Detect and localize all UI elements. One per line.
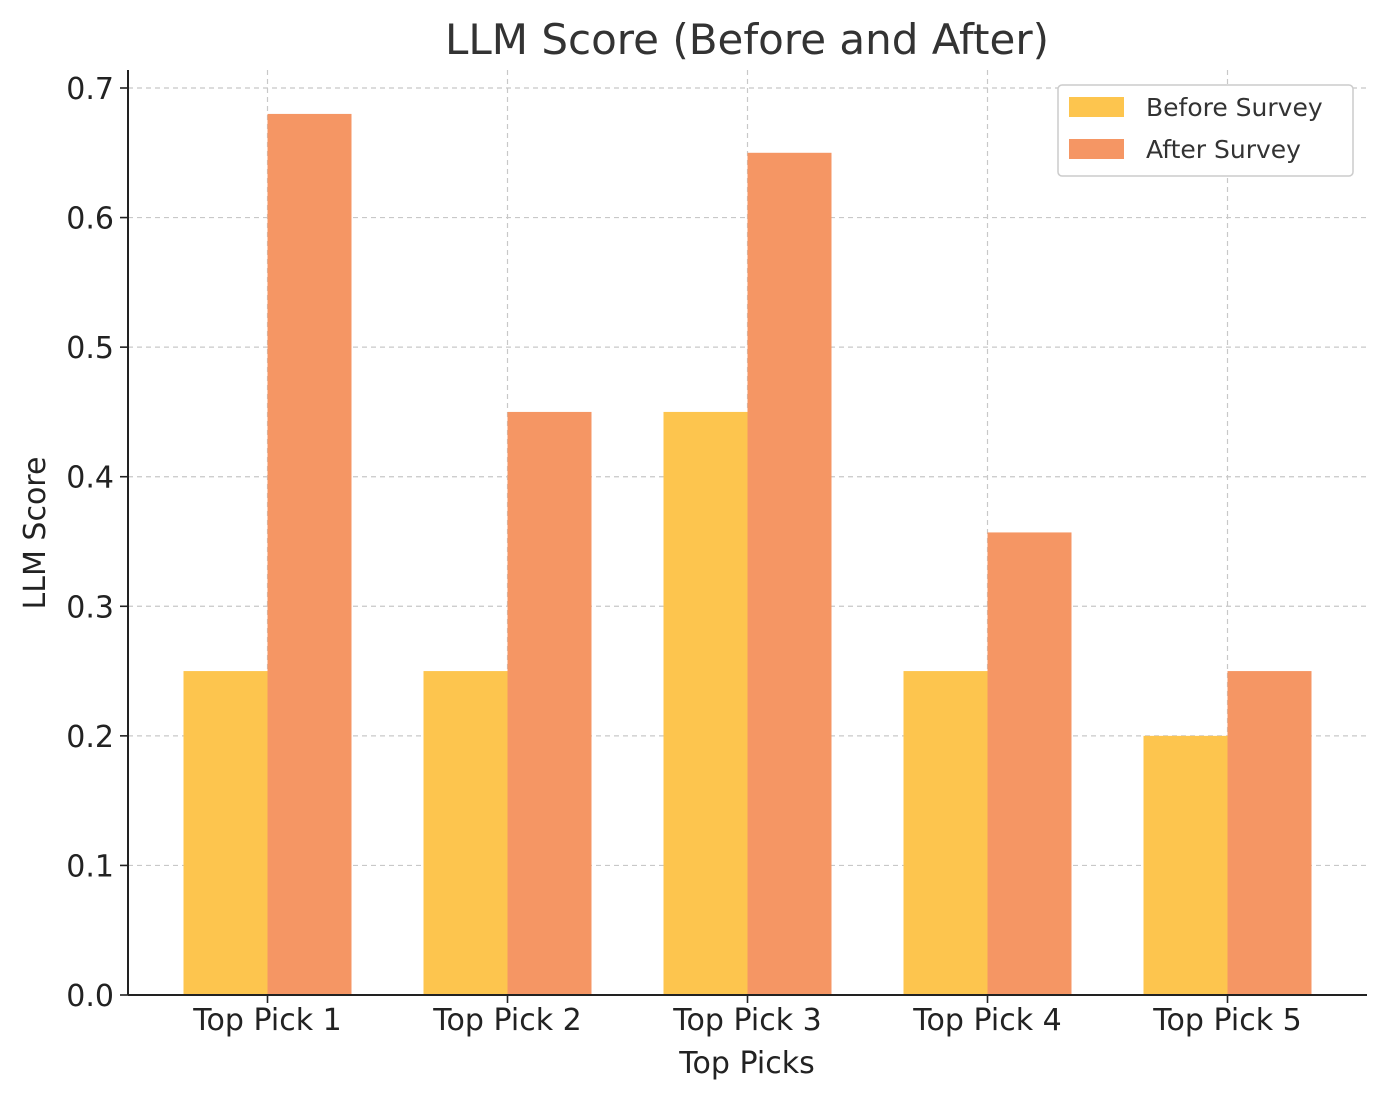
x-tick-label: Top Pick 3 bbox=[672, 1003, 821, 1038]
chart-title: LLM Score (Before and After) bbox=[445, 15, 1049, 64]
x-tick-label: Top Pick 1 bbox=[192, 1003, 341, 1038]
y-tick-label: 0.7 bbox=[66, 72, 114, 107]
legend-box bbox=[1057, 84, 1354, 177]
legend: Before Survey After Survey bbox=[1057, 84, 1354, 177]
bar-before-survey-5 bbox=[1143, 735, 1228, 995]
y-tick-label: 0.6 bbox=[66, 202, 114, 237]
bar-before-survey-4 bbox=[903, 671, 988, 995]
x-tick-label: Top Pick 2 bbox=[432, 1003, 581, 1038]
bar-after-survey-5 bbox=[1227, 671, 1312, 995]
y-tick-label: 0.4 bbox=[66, 461, 114, 496]
x-axis-label: Top Picks bbox=[678, 1046, 814, 1081]
x-tick-label: Top Pick 5 bbox=[1152, 1003, 1301, 1038]
x-tick-label: Top Pick 4 bbox=[912, 1003, 1061, 1038]
bar-after-survey-1 bbox=[267, 113, 352, 995]
bar-before-survey-2 bbox=[423, 671, 508, 995]
bar-before-survey-3 bbox=[663, 411, 748, 995]
bar-before-survey-1 bbox=[183, 671, 268, 995]
x-ticks: Top Pick 1 Top Pick 2 Top Pick 3 Top Pick 4… bbox=[192, 995, 1302, 1038]
y-ticks: 0.0 0.1 0.2 0.3 0.4 0.5 0.6 0.7 bbox=[66, 72, 128, 1014]
legend-label-before-survey: Before Survey bbox=[1146, 93, 1323, 122]
y-tick-label: 0.1 bbox=[66, 849, 114, 884]
bar-after-survey-2 bbox=[507, 411, 592, 995]
legend-swatch-before-survey bbox=[1069, 97, 1124, 117]
y-tick-label: 0.0 bbox=[66, 979, 114, 1014]
bar-after-survey-3 bbox=[747, 152, 832, 996]
legend-label-after-survey: After Survey bbox=[1146, 135, 1301, 164]
y-tick-label: 0.3 bbox=[66, 590, 114, 625]
y-axis-label: LLM Score bbox=[18, 457, 53, 610]
bar-after-survey-4 bbox=[987, 532, 1072, 995]
legend-swatch-after-survey bbox=[1069, 139, 1124, 159]
bars bbox=[183, 113, 1312, 996]
y-tick-label: 0.2 bbox=[66, 720, 114, 755]
y-tick-label: 0.5 bbox=[66, 331, 114, 366]
